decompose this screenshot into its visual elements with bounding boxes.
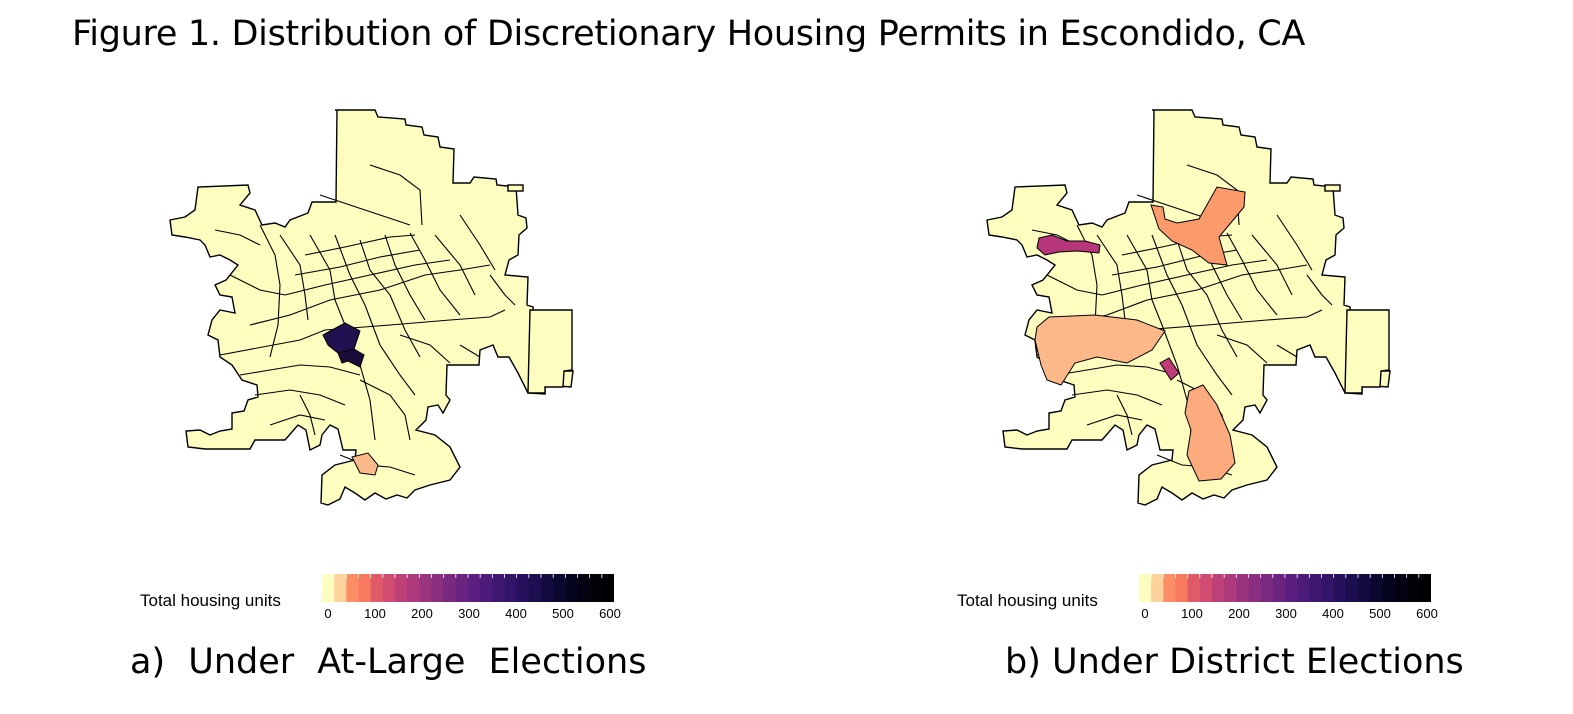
colorbar-bin [565,574,578,602]
legend-ticks: 0 100 200 300 400 500 600 [322,606,622,626]
legend-tick-label: 300 [458,606,480,621]
colorbar-bin [1236,574,1249,602]
colorbar-bin [1370,574,1383,602]
colorbar-bin [1248,574,1262,602]
colorbar-bin [1358,574,1371,602]
colorbar-bin [322,574,335,602]
south-tract [351,452,379,476]
colorbar-bin [1297,574,1310,602]
colorbar-bin [528,574,542,602]
legend-colorbar [1139,574,1431,602]
legend-title: Total housing units [140,591,281,610]
legend-tick-label: 400 [1322,606,1344,621]
southeast-tract [1184,384,1236,482]
colorbar-bin [1309,574,1322,602]
legend-colorbar [322,574,614,602]
colorbar-bin [382,574,396,602]
legend-tick-label: 100 [364,606,386,621]
colorbar-bin [1139,574,1152,602]
downtown-tract-south [337,348,365,368]
colorbar-bin [1321,574,1335,602]
colorbar-bin [492,574,505,602]
north-tract [1150,186,1246,266]
colorbar-bin [455,574,469,602]
colorbar-bin [1285,574,1298,602]
colorbar-bin [504,574,518,602]
colorbar-bin [443,574,457,602]
legend-tick-label: 200 [411,606,433,621]
colorbar-bin [577,574,591,602]
legend-tick-label: 600 [1416,606,1438,621]
colorbar-bin [601,574,614,602]
central-tract [1159,357,1180,381]
map-at-large [169,109,574,506]
colorbar-bin [1406,574,1420,602]
colorbar-bin [1382,574,1395,602]
legend-title: Total housing units [957,591,1098,610]
legend-tick-label: 100 [1181,606,1203,621]
colorbar-bin [1151,574,1164,602]
colorbar-bin [1199,574,1213,602]
colorbar-bin [431,574,445,602]
legend-tick-label: 0 [1141,606,1149,621]
west-tract [1034,314,1166,386]
legend-tick-label: 500 [1369,606,1391,621]
map-district [986,109,1391,506]
colorbar-bin [407,574,420,602]
colorbar-bin [1260,574,1274,602]
colorbar-bin [1187,574,1201,602]
colorbar-bin [553,574,566,602]
figure-title: Figure 1. Distribution of Discretionary … [72,14,1306,54]
colorbar-bin [480,574,493,602]
colorbar-bin [1212,574,1225,602]
colorbar-bin [468,574,481,602]
panel-caption-at-large: a) Under At-Large Elections [130,642,647,682]
colorbar-bin [1418,574,1431,602]
legend-tick-label: 300 [1275,606,1297,621]
colorbar-bin [370,574,384,602]
colorbar-bin [346,574,359,602]
legend-tick-label: 0 [324,606,332,621]
northwest-tract [1036,234,1101,256]
legend-tick-label: 400 [505,606,527,621]
colorbar-bin [516,574,530,602]
legend-tick-label: 600 [599,606,621,621]
colorbar-bin [395,574,408,602]
colorbar-bin [1345,574,1359,602]
colorbar-bin [1175,574,1189,602]
colorbar-bin [589,574,603,602]
colorbar-bin [419,574,432,602]
colorbar-bin [334,574,347,602]
colorbar-bin [358,574,372,602]
colorbar-bin [541,574,554,602]
colorbar-bin [1333,574,1347,602]
colorbar-bin [1394,574,1408,602]
panel-caption-district: b) Under District Elections [1005,642,1464,682]
colorbar-bin [1224,574,1237,602]
colorbar-bin [1272,574,1286,602]
legend-tick-label: 200 [1228,606,1250,621]
colorbar-bin [1163,574,1176,602]
legend-tick-label: 500 [552,606,574,621]
legend-ticks: 0 100 200 300 400 500 600 [1139,606,1439,626]
